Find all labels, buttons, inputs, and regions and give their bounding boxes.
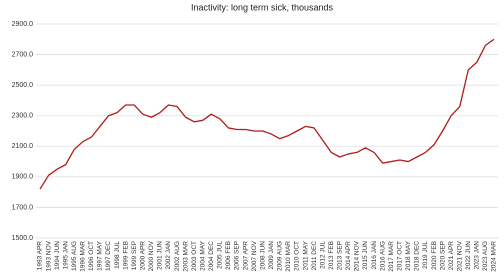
x-tick-label: 2013 FEB <box>328 241 335 270</box>
x-tick-label: 2020 FEB <box>431 241 438 270</box>
y-tick-label: 2300.0 <box>12 113 34 120</box>
x-tick-label: 2006 FEB <box>225 241 232 270</box>
x-tick-label: 2016 AUG <box>379 241 386 271</box>
x-tick-label: 1995 JAN <box>62 241 69 270</box>
x-tick-label: 2021 APR <box>448 241 455 271</box>
x-tick-label: 1995 AUG <box>71 241 78 271</box>
x-tick-label: 2008 JUN <box>259 241 266 270</box>
data-line <box>39 38 495 190</box>
x-tick-label: 1993 NOV <box>45 240 52 271</box>
x-tick-label: 1996 OCT <box>88 241 95 271</box>
x-tick-label: 2011 MAY <box>302 240 309 270</box>
x-tick-label: 2021 NOV <box>456 240 463 271</box>
x-tick-label: 2003 MAR <box>182 241 189 272</box>
x-tick-label: 1997 MAY <box>97 240 104 271</box>
x-tick-label: 2000 APR <box>140 241 147 271</box>
x-tick-label: 2014 APR <box>345 241 352 271</box>
x-tick-label: 2016 JAN <box>371 241 378 270</box>
x-tick-label: 2002 JAN <box>165 241 172 270</box>
x-tick-label: 2009 AUG <box>277 241 284 271</box>
x-tick-label: 2015 JUN <box>362 241 369 270</box>
y-tick-label: 2500.0 <box>12 82 34 89</box>
x-tick-label: 2004 MAY <box>199 240 206 271</box>
x-tick-label: 2013 SEP <box>337 241 344 270</box>
x-tick-label: 2020 SEP <box>439 241 446 270</box>
y-tick-label: 1700.0 <box>12 204 34 211</box>
x-tick-label: 1996 MAR <box>80 241 87 272</box>
x-tick-label: 2023 AUG <box>482 241 489 271</box>
x-tick-label: 1993 APR <box>37 241 44 271</box>
x-tick-label: 2000 NOV <box>148 240 155 271</box>
y-tick-label: 1900.0 <box>12 174 34 181</box>
x-tick-label: 2007 APR <box>242 241 249 271</box>
x-tick-label: 2010 MAR <box>285 241 292 272</box>
x-tick-label: 2018 DEC <box>414 241 421 271</box>
x-tick-label: 1997 DEC <box>105 241 112 271</box>
x-tick-label: 2011 DEC <box>311 241 318 271</box>
x-tick-label: 2004 DEC <box>208 241 215 271</box>
x-tick-label: 1999 FEB <box>122 241 129 270</box>
y-tick-label: 2700.0 <box>12 51 34 58</box>
x-tick-label: 2002 AUG <box>174 241 181 271</box>
x-tick-label: 2014 NOV <box>354 240 361 271</box>
x-tick-label: 2018 MAY <box>405 240 412 271</box>
x-tick-label: 2009 JAN <box>268 241 275 270</box>
x-tick-label: 2023 JAN <box>474 241 481 270</box>
x-tick-label: 2003 OCT <box>191 241 198 271</box>
x-tick-label: 1998 JUL <box>114 241 121 269</box>
y-tick-label: 2100.0 <box>12 143 34 150</box>
x-tick-label: 2017 MAR <box>388 241 395 272</box>
y-tick-label: 2900.0 <box>12 21 34 28</box>
x-tick-label: 1999 SEP <box>131 241 138 270</box>
x-tick-label: 2010 OCT <box>294 241 301 271</box>
x-tick-label: 2019 JUL <box>422 241 429 269</box>
y-tick-label: 1500.0 <box>12 235 34 242</box>
x-tick-label: 2001 JUN <box>157 241 164 270</box>
x-tick-label: 2024 MAR <box>491 241 498 272</box>
x-tick-label: 2005 JUL <box>217 241 224 269</box>
x-tick-label: 2007 NOV <box>251 240 258 271</box>
x-tick-label: 1994 JUN <box>54 241 61 270</box>
x-tick-label: 2012 JUL <box>319 241 326 269</box>
x-tick-label: 2022 JUN <box>465 241 472 270</box>
chart-title: Inactivity: long term sick, thousands <box>191 2 334 12</box>
x-tick-label: 2017 OCT <box>396 241 403 271</box>
x-tick-label: 2006 SEP <box>234 241 241 270</box>
